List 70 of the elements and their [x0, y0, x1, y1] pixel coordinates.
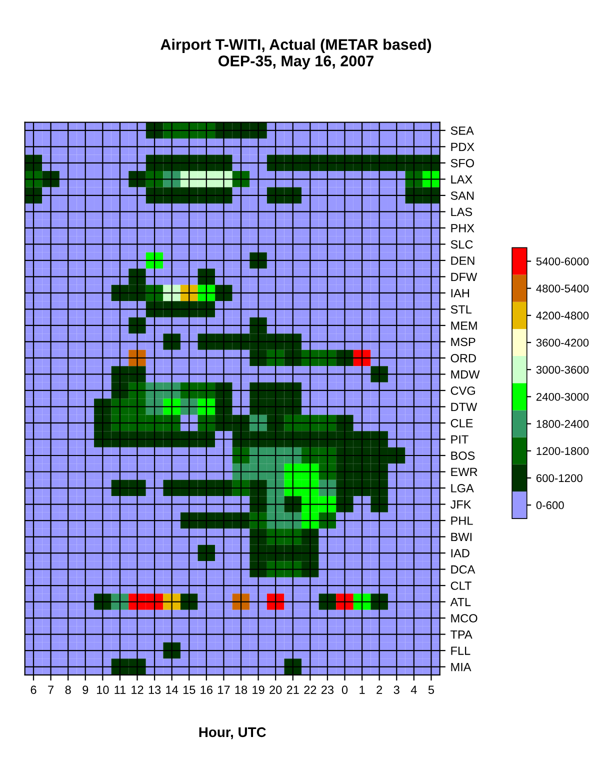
y-tick-label: ATL [450, 598, 471, 606]
color-bar-label: 5400-6000 [536, 257, 589, 266]
y-tick-label: CLT [450, 582, 472, 590]
x-tick-label: 17 [218, 686, 230, 694]
x-tick-label: 3 [394, 686, 400, 694]
x-tick-label: 23 [321, 686, 334, 694]
y-tick-label: PIT [451, 435, 468, 444]
y-tick-label: CVG [450, 386, 475, 395]
y-tick-label: PHL [451, 516, 473, 525]
x-tick-label: 11 [114, 686, 126, 694]
y-tick-label: DTW [451, 402, 478, 412]
y-tick-label: TPA [450, 630, 472, 639]
color-bar-label: 3600-4200 [536, 338, 589, 347]
y-tick-label: IAH [451, 289, 469, 298]
x-tick-label: 13 [148, 686, 161, 694]
x-tick-label: 12 [132, 686, 144, 694]
x-tick-label: 16 [200, 686, 212, 694]
y-tick-label: SLC [450, 240, 473, 249]
y-tick-label: LAS [451, 208, 472, 216]
y-tick-label: DFW [451, 272, 478, 281]
y-tick-label: JFK [450, 500, 472, 509]
x-tick-label: 8 [65, 686, 71, 694]
x-tick-label: 20 [270, 686, 282, 694]
y-tick-label: MSP [451, 338, 476, 346]
x-tick-label: 21 [286, 686, 299, 694]
y-tick-label: ORD [450, 354, 476, 362]
y-tick-label: SEA [450, 126, 474, 135]
y-tick-label: IAD [451, 549, 470, 558]
y-tick-label: MDW [451, 370, 480, 379]
x-tick-label: 18 [235, 686, 248, 694]
x-tick-label: 0 [342, 686, 348, 694]
x-tick-label: 15 [183, 686, 196, 694]
x-tick-label: 9 [82, 686, 88, 694]
x-tick-label: 19 [252, 686, 264, 694]
y-tick-label: STL [450, 305, 472, 314]
color-bar-label: 4200-4800 [536, 312, 589, 320]
x-tick-label: 14 [166, 686, 178, 694]
color-bar-label: 600-1200 [536, 474, 582, 482]
y-tick-label: SFO [450, 158, 474, 168]
color-bar-label: 3000-3600 [536, 366, 589, 374]
y-tick-label: MIA [451, 662, 472, 672]
x-tick-label: 6 [30, 686, 36, 694]
y-tick-label: EWR [451, 468, 478, 476]
y-tick-label: DEN [451, 256, 474, 265]
y-tick-label: DCA [451, 565, 476, 574]
x-tick-label: 2 [376, 686, 382, 694]
color-bar-label: 4800-5400 [536, 284, 589, 292]
y-tick-label: FLL [451, 646, 470, 655]
x-tick-label: 5 [428, 686, 434, 694]
color-bar-label: 2400-3000 [536, 392, 589, 401]
y-tick-label: MCO [451, 614, 478, 622]
y-tick-label: BWI [451, 532, 472, 542]
y-tick-label: BOS [451, 452, 475, 460]
x-tick-label: 10 [97, 686, 109, 694]
chart-title: Airport T-WITI, Actual (METAR based) OEP-35, May 16, 2007 [160, 38, 432, 70]
x-tick-label: 7 [48, 686, 54, 694]
y-tick-label: LGA [451, 484, 474, 492]
color-bar-label: 0-600 [536, 501, 564, 510]
y-tick-label: SAN [450, 191, 474, 200]
y-tick-label: PDX [451, 142, 474, 151]
x-tick-label: 1 [360, 686, 365, 694]
color-bar-label: 1200-1800 [536, 447, 589, 455]
y-tick-label: PHX [451, 224, 474, 232]
color-bar-label: 1800-2400 [536, 420, 589, 428]
x-tick-label: 22 [304, 686, 316, 694]
x-tick-label: 4 [410, 686, 417, 694]
y-tick-label: MEM [451, 322, 477, 330]
x-axis-title: Hour, UTC [199, 727, 266, 740]
y-tick-label: LAX [451, 175, 472, 184]
y-tick-label: CLE [450, 419, 473, 428]
